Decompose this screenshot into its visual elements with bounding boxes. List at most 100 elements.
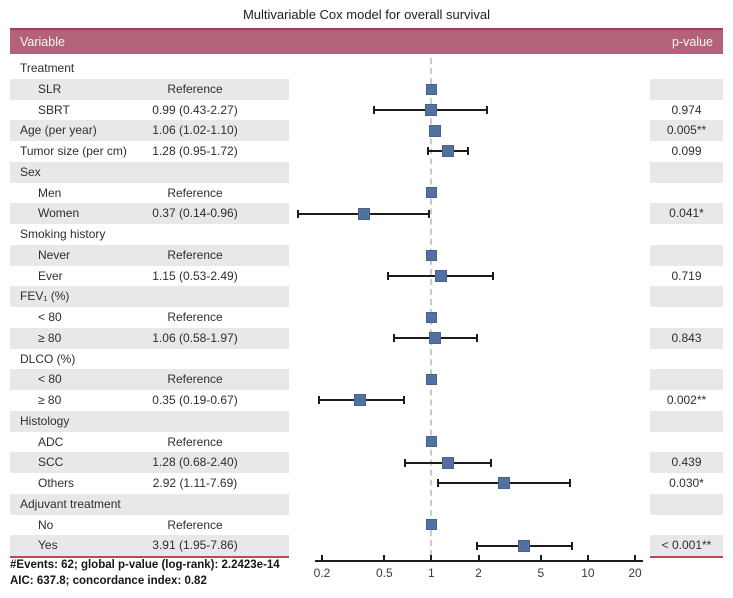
variable-cell: Others 2.92 (1.11-7.69)	[10, 473, 289, 494]
table-row: Others 2.92 (1.11-7.69) 0.030*	[10, 473, 723, 494]
row-label: Women	[38, 206, 80, 221]
axis-tick	[321, 555, 323, 562]
estimate-value: Reference	[167, 247, 223, 262]
forest-marker	[425, 311, 437, 323]
row-label: Adjuvant treatment	[20, 496, 121, 511]
ci-cap	[404, 458, 407, 467]
reference-line-hr1	[430, 58, 432, 556]
ci-cap	[317, 396, 320, 405]
estimate-value: 0.99 (0.43-2.27)	[152, 102, 238, 117]
pvalue-cell: 0.719	[650, 266, 723, 287]
table-row: Never Reference	[10, 244, 723, 266]
pvalue-cell	[650, 493, 723, 515]
p-value: 0.041*	[669, 206, 704, 221]
table-row: Adjuvant treatment	[10, 493, 723, 515]
variable-cell: Adjuvant treatment	[10, 493, 289, 515]
axis-tick	[430, 555, 433, 562]
pvalue-cell: 0.099	[650, 141, 723, 162]
axis-tick-label: 10	[581, 566, 595, 580]
variable-cell: Age (per year) 1.06 (1.02-1.10)	[10, 120, 289, 141]
table-row: ≥ 80 0.35 (0.19-0.67) 0.002**	[10, 390, 723, 411]
estimate-value: Reference	[167, 434, 223, 449]
p-value: 0.002**	[666, 393, 707, 407]
table-row: Ever 1.15 (0.53-2.49) 0.719	[10, 266, 723, 287]
table-row: Age (per year) 1.06 (1.02-1.10) 0.005**	[10, 120, 723, 141]
row-label: SCC	[38, 455, 64, 470]
ci-cap	[373, 105, 376, 114]
plot-cell	[289, 203, 650, 224]
row-label: < 80	[38, 310, 62, 324]
ci-cap	[489, 458, 492, 467]
table-row: Women 0.37 (0.14-0.96) 0.041*	[10, 203, 723, 224]
table-row: ADC Reference	[10, 432, 723, 453]
plot-cell	[289, 286, 650, 307]
ci-cap	[427, 209, 430, 218]
variable-cell: Yes 3.91 (1.95-7.86)	[10, 535, 289, 556]
p-value: 0.005**	[666, 123, 707, 138]
row-label: Sex	[20, 164, 41, 179]
table-header-bar: Variable p-value	[10, 28, 723, 54]
pvalue-cell: 0.974	[650, 100, 723, 121]
forest-marker	[354, 394, 367, 407]
axis-tick	[477, 555, 480, 562]
pvalue-cell: 0.843	[650, 327, 723, 349]
pvalue-cell: 0.005**	[650, 120, 723, 141]
row-label: Histology	[20, 413, 70, 428]
forest-marker	[425, 249, 437, 261]
forest-marker	[434, 269, 447, 282]
estimate-value: 1.28 (0.68-2.40)	[152, 455, 238, 470]
estimate-value: Reference	[167, 81, 223, 96]
pvalue-cell	[650, 369, 723, 390]
p-value: 0.843	[671, 330, 702, 345]
plot-cell	[289, 141, 650, 162]
row-label: Yes	[38, 538, 58, 553]
variable-cell: ADC Reference	[10, 432, 289, 453]
plot-cell	[289, 58, 650, 79]
ci-cap	[475, 541, 478, 550]
plot-cell	[289, 369, 650, 390]
row-label: Tumor size (per cm)	[20, 144, 127, 158]
table-row: Sex	[10, 161, 723, 183]
row-label: SBRT	[38, 102, 70, 117]
variable-cell: Ever 1.15 (0.53-2.49)	[10, 266, 289, 287]
plot-cell	[289, 515, 650, 536]
row-label: Men	[38, 185, 62, 200]
forest-marker	[425, 83, 437, 95]
variable-column-header: Variable	[20, 35, 65, 49]
variable-cell: < 80 Reference	[10, 369, 289, 390]
variable-cell: Never Reference	[10, 244, 289, 266]
estimate-value: 1.06 (0.58-1.97)	[152, 330, 238, 345]
table-row: No Reference	[10, 515, 723, 536]
estimate-value: 0.35 (0.19-0.67)	[152, 393, 238, 407]
variable-cell: < 80 Reference	[10, 307, 289, 328]
pvalue-cell	[650, 349, 723, 370]
plot-cell	[289, 432, 650, 453]
row-label: ≥ 80	[38, 330, 62, 345]
pvalue-cell: 0.030*	[650, 473, 723, 494]
table-row: DLCO (%)	[10, 349, 723, 370]
variable-cell: Women 0.37 (0.14-0.96)	[10, 203, 289, 224]
axis-tick-label: 0.2	[313, 566, 331, 580]
footer-line-aic: AIC: 637.8; concordance index: 0.82	[10, 575, 207, 587]
plot-cell	[289, 328, 650, 349]
forest-marker	[357, 207, 370, 220]
pvalue-cell	[650, 307, 723, 328]
forest-marker	[425, 187, 437, 199]
variable-cell: Men Reference	[10, 183, 289, 204]
pvalue-cell	[650, 410, 723, 432]
forest-marker	[498, 477, 511, 490]
row-label: DLCO (%)	[20, 351, 76, 366]
table-row: SBRT 0.99 (0.43-2.27) 0.974	[10, 100, 723, 121]
row-label: < 80	[38, 372, 62, 387]
chart-title: Multivariable Cox model for overall surv…	[242, 7, 491, 22]
p-value: 0.099	[671, 144, 702, 158]
variable-cell: Histology	[10, 410, 289, 432]
axis-tick	[634, 555, 636, 562]
table-bottom-rule-right	[650, 556, 723, 558]
ci-cap	[467, 147, 470, 156]
row-label: Others	[38, 476, 75, 490]
ci-cap	[486, 105, 489, 114]
table-row: Smoking history	[10, 224, 723, 245]
axis-tick-label: 20	[628, 566, 642, 580]
